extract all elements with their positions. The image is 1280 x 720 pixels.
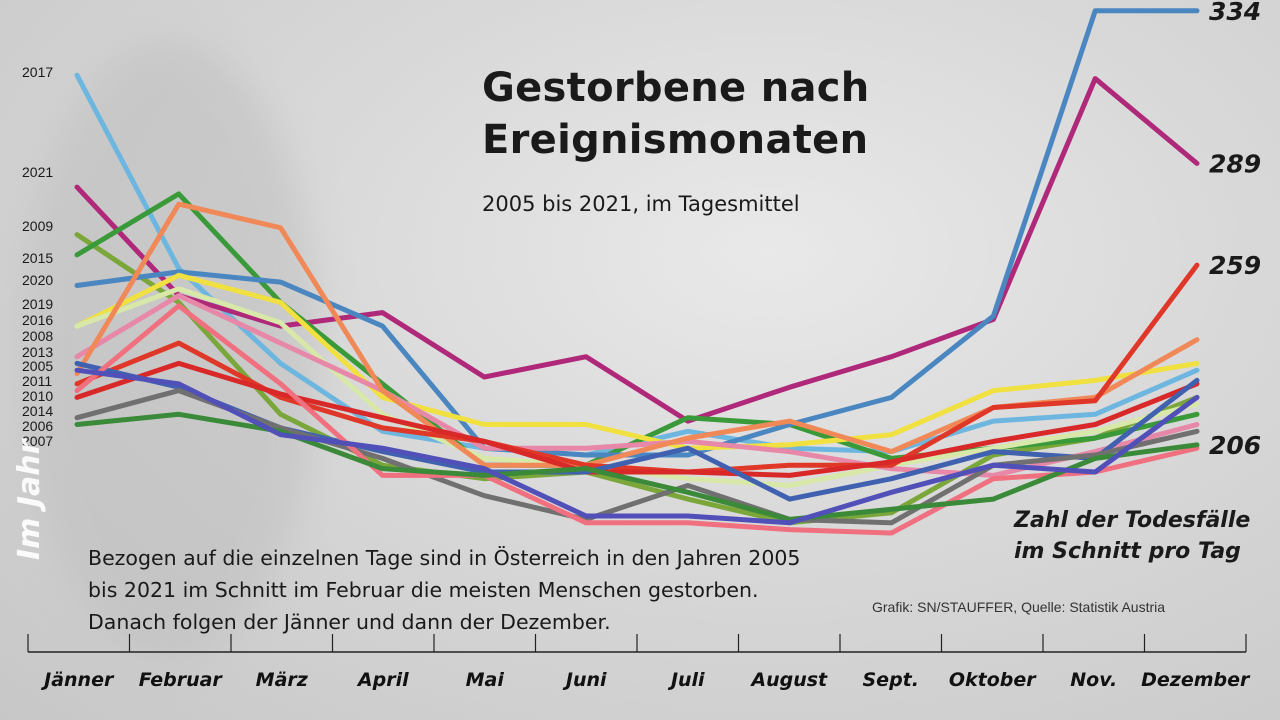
series-year-label: 2013 (22, 344, 53, 360)
series-line (74, 303, 1200, 536)
chart-subtitle: 2005 bis 2021, im Tagesmittel (482, 192, 800, 216)
unit-note-line1: Zahl der Todesfälle (1014, 508, 1251, 533)
month-tick-label: März (256, 669, 309, 691)
month-tick-label: Nov. (1070, 669, 1117, 691)
series-year-label: 2019 (22, 296, 53, 312)
month-tick-label: Dezember (1141, 669, 1251, 691)
series-year-label: 2008 (22, 328, 53, 344)
x-axis (27, 634, 1247, 653)
month-tick-labels: Jänner Februar März April Mai Juni Juli August S… (40, 669, 1251, 691)
month-tick-label: Juni (562, 669, 607, 691)
series-year-label: 2009 (22, 218, 53, 234)
series-lines (74, 8, 1200, 536)
unit-note-line2: im Schnitt pro Tag (1014, 539, 1241, 564)
series-year-label: 2015 (22, 250, 53, 266)
series-year-label: 2010 (22, 388, 53, 404)
unit-note: Zahl der Todesfälle im Schnitt pro Tag (1014, 505, 1280, 567)
series-year-label: 2011 (22, 373, 52, 389)
source-credit: Grafik: SN/STAUFFER, Quelle: Statistik A… (872, 599, 1166, 615)
series-year-label: 2016 (22, 312, 53, 328)
series-line (74, 8, 1200, 458)
series-year-label: 2017 (22, 64, 53, 80)
series-line (74, 360, 1200, 478)
series-line (74, 367, 1200, 526)
month-tick-label: Mai (466, 669, 505, 691)
month-tick-label: August (749, 669, 828, 691)
month-tick-label: Oktober (949, 669, 1037, 691)
series-line (74, 76, 1200, 424)
side-label: Im Jahr (12, 439, 47, 560)
series-line (74, 293, 1200, 478)
series-year-label: 2007 (22, 433, 53, 449)
end-value-labels: 334 289 259 206 (1209, 0, 1261, 460)
series-year-label: 2006 (22, 418, 53, 434)
end-value-label: 334 (1209, 0, 1261, 26)
end-value-label: 289 (1209, 149, 1261, 178)
month-tick-label: Jänner (40, 669, 115, 691)
series-year-label: 2021 (22, 164, 53, 180)
series-line (74, 272, 1200, 451)
month-tick-label: Februar (139, 669, 224, 691)
series-year-label: 2014 (22, 403, 53, 419)
series-line (74, 388, 1200, 526)
end-value-label: 259 (1209, 251, 1261, 280)
month-tick-label: Sept. (863, 669, 919, 691)
month-tick-label: Juli (667, 669, 705, 691)
chart-title: Gestorbene nach Ereignismonaten (482, 65, 870, 163)
series-year-labels: 2017 2021 2009 2015 2020 20192016200820132005… (22, 64, 53, 449)
background-figure-shadow (20, 40, 320, 660)
end-value-label: 206 (1209, 431, 1261, 460)
description-text: Bezogen auf die einzelnen Tage sind in Ö… (88, 546, 801, 634)
series-year-label: 2005 (22, 358, 53, 374)
month-tick-label: April (356, 669, 409, 691)
series-year-label: 2020 (22, 272, 53, 288)
